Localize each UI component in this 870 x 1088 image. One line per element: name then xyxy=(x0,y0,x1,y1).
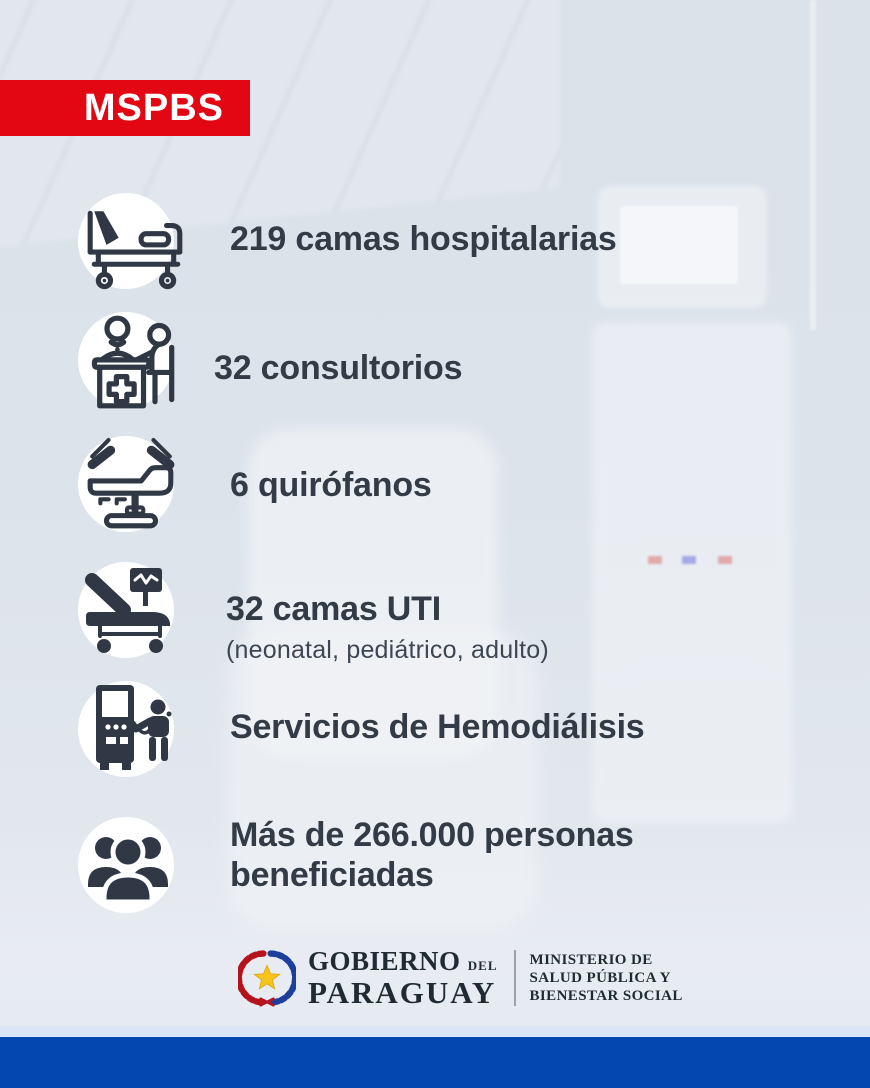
dialysis-machine-icon xyxy=(96,685,172,770)
stat-title-consultorios: 32 consultorios xyxy=(214,349,463,387)
stat-icon-circle xyxy=(78,312,175,409)
paraguay-text: PARAGUAY xyxy=(308,975,497,1010)
background-dialysis-buttons xyxy=(648,556,768,564)
stat-icon-circle xyxy=(78,193,183,290)
stat-title-quirofanos: 6 quirófanos xyxy=(230,466,432,504)
paraguay-emblem-icon xyxy=(238,950,296,1007)
gobierno-paraguay-wordmark: GOBIERNO DEL PARAGUAY xyxy=(308,946,498,1010)
stat-title-personas-beneficiadas: Más de 266.000 personas beneficiadas xyxy=(230,816,634,894)
ministry-line-3: BIENESTAR SOCIAL xyxy=(529,988,683,1004)
background-iv-pole xyxy=(810,0,816,330)
stat-icon-circle xyxy=(78,436,175,532)
del-text: DEL xyxy=(467,958,498,973)
footer-blue-bar xyxy=(0,1037,870,1088)
stat-title-camas-hospitalarias: 219 camas hospitalarias xyxy=(230,220,617,258)
consultation-icon xyxy=(91,315,175,409)
stat-subtitle-camas-uti: (neonatal, pediátrico, adulto) xyxy=(226,636,549,664)
stat-icon-circle xyxy=(78,681,174,777)
operating-room-icon xyxy=(87,438,175,529)
background-dialysis-monitor xyxy=(598,186,766,308)
background-dialysis-screen xyxy=(620,206,738,284)
ministry-line-2: SALUD PÚBLICA Y xyxy=(529,970,671,986)
people-group-icon xyxy=(88,834,168,905)
logo-divider xyxy=(513,950,516,1006)
government-logo: GOBIERNO DEL PARAGUAY MINISTERIO DE SALU… xyxy=(238,942,683,1014)
mspbs-banner: MSPBS xyxy=(0,80,250,136)
stat-icon-circle xyxy=(78,817,174,913)
icu-bed-icon xyxy=(85,568,170,653)
ministry-line-1: MINISTERIO DE xyxy=(529,952,653,968)
stat-title-hemodialisis: Servicios de Hemodiálisis xyxy=(230,708,645,746)
stat-title-camas-uti: 32 camas UTI xyxy=(226,590,441,628)
hospital-bed-icon xyxy=(87,210,183,290)
stat-icon-circle xyxy=(78,562,174,658)
background-dialysis-body xyxy=(592,322,792,822)
ministry-name: MINISTERIO DE SALUD PÚBLICA Y BIENESTAR … xyxy=(530,951,683,1005)
gobierno-text: GOBIERNO xyxy=(308,946,461,976)
mspbs-banner-label: MSPBS xyxy=(83,86,224,129)
